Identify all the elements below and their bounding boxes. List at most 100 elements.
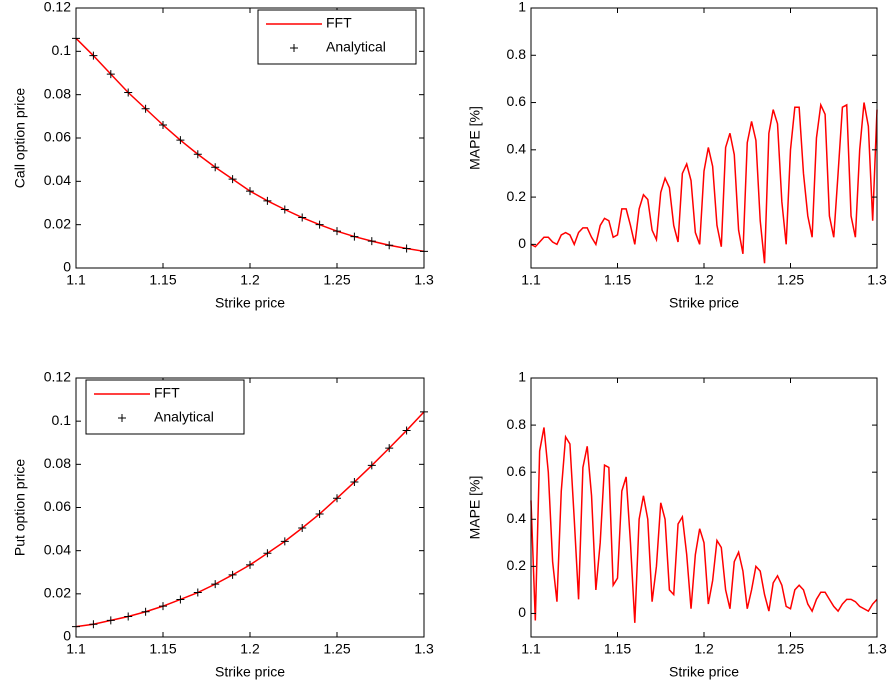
- x-axis-label: Strike price: [669, 295, 739, 311]
- y-tick-label: 0.08: [44, 85, 71, 101]
- y-tick-label: 1: [518, 0, 526, 15]
- data-point: [106, 616, 115, 625]
- data-point: [315, 509, 324, 518]
- data-point: [280, 537, 289, 546]
- y-axis-label: Put option price: [12, 459, 28, 556]
- legend-label: FFT: [154, 385, 180, 401]
- data-point: [367, 237, 376, 246]
- x-axis-label: Strike price: [215, 295, 285, 311]
- legend-swatch: [118, 414, 126, 422]
- y-tick-label: 0.12: [44, 0, 71, 15]
- x-axis-label: Strike price: [669, 664, 739, 680]
- y-tick-label: 0.08: [44, 455, 71, 471]
- plot-area: [531, 378, 877, 637]
- data-point: [124, 612, 133, 621]
- x-tick-label: 1.1: [66, 272, 86, 288]
- data-point: [263, 549, 272, 558]
- data-point: [141, 607, 150, 616]
- data-point: [385, 241, 394, 250]
- data-point: [385, 444, 394, 453]
- x-tick-label: 1.2: [694, 272, 714, 288]
- x-tick-label: 1.3: [867, 272, 887, 288]
- y-tick-label: 0.02: [44, 215, 71, 231]
- x-tick-label: 1.15: [149, 272, 176, 288]
- data-point: [280, 205, 289, 214]
- y-tick-label: 0.02: [44, 585, 71, 601]
- y-tick-label: 0.8: [507, 416, 527, 432]
- y-tick-label: 0.4: [507, 141, 527, 157]
- x-tick-label: 1.1: [521, 272, 541, 288]
- data-point: [246, 187, 254, 196]
- x-tick-label: 1.1: [521, 641, 541, 657]
- x-tick-label: 1.25: [323, 641, 350, 657]
- x-tick-label: 1.3: [414, 272, 434, 288]
- legend-box: [257, 9, 417, 65]
- y-tick-label: 0.04: [44, 541, 71, 557]
- data-point: [193, 588, 202, 597]
- data-point: [89, 51, 98, 60]
- data-point: [176, 136, 185, 145]
- y-tick-label: 0.4: [507, 510, 527, 526]
- data-point: [367, 461, 376, 470]
- data-point: [246, 560, 254, 569]
- x-tick-label: 1.1: [66, 641, 86, 657]
- y-tick-label: 0.06: [44, 498, 71, 514]
- legend-label: Analytical: [154, 409, 214, 425]
- data-point: [176, 595, 185, 604]
- y-tick-label: 0.06: [44, 129, 71, 145]
- axes: 1.1 1.15 1.2 1.25 1.3 0 0.02 0.04 0.06 0.08 0.1 0.1…: [12, 369, 434, 680]
- legend-label: Analytical: [326, 39, 386, 55]
- y-tick-label: 0.2: [507, 557, 527, 573]
- data-line: [530, 427, 878, 623]
- x-tick-label: 1.2: [240, 641, 260, 657]
- data-point: [315, 220, 324, 229]
- legend-label: FFT: [326, 15, 352, 31]
- data-line: [530, 102, 878, 264]
- data-point: [228, 570, 237, 579]
- data-point: [193, 150, 202, 159]
- x-tick-label: 1.15: [149, 641, 176, 657]
- data-point: [402, 244, 411, 253]
- legend-box: [85, 379, 245, 435]
- x-axis-label: Strike price: [215, 664, 285, 680]
- data-point: [211, 163, 220, 172]
- y-tick-label: 1: [518, 369, 526, 385]
- axes: 1.1 1.15 1.2 1.25 1.3 0 0.2 0.4 0.6 0.8 1 Strike pr…: [467, 369, 887, 680]
- data-point: [298, 524, 307, 533]
- x-tick-label: 1.2: [694, 641, 714, 657]
- plot-area: [531, 8, 877, 268]
- data-point: [89, 620, 98, 629]
- y-tick-label: 0.12: [44, 369, 71, 385]
- y-axis-label: MAPE [%]: [467, 476, 483, 540]
- y-tick-label: 0: [63, 628, 71, 644]
- data-point: [211, 580, 220, 589]
- legend-swatch: [290, 44, 298, 52]
- y-tick-label: 0.8: [507, 46, 527, 62]
- x-tick-label: 1.25: [777, 641, 804, 657]
- y-tick-label: 0.2: [507, 188, 527, 204]
- y-tick-label: 0.1: [52, 412, 72, 428]
- data-point: [333, 227, 341, 236]
- data-point: [228, 175, 237, 184]
- data-point: [159, 602, 167, 611]
- x-tick-label: 1.2: [240, 272, 260, 288]
- y-axis-label: Call option price: [12, 88, 28, 189]
- data-point: [159, 121, 167, 129]
- y-tick-label: 0.1: [52, 42, 72, 58]
- y-tick-label: 0: [518, 235, 526, 251]
- data-point: [106, 70, 115, 79]
- data-point: [141, 104, 150, 113]
- x-tick-label: 1.3: [867, 641, 887, 657]
- data-point: [124, 88, 133, 97]
- x-tick-label: 1.15: [604, 641, 631, 657]
- data-point: [350, 478, 359, 487]
- y-axis-label: MAPE [%]: [467, 106, 483, 170]
- x-tick-label: 1.3: [414, 641, 434, 657]
- x-tick-label: 1.15: [604, 272, 631, 288]
- data-point: [333, 494, 341, 503]
- x-tick-label: 1.25: [323, 272, 350, 288]
- y-tick-label: 0.04: [44, 172, 71, 188]
- axes: 1.1 1.15 1.2 1.25 1.3 0 0.2 0.4 0.6 0.8 1 Strike pr…: [467, 0, 887, 311]
- y-tick-label: 0: [63, 259, 71, 275]
